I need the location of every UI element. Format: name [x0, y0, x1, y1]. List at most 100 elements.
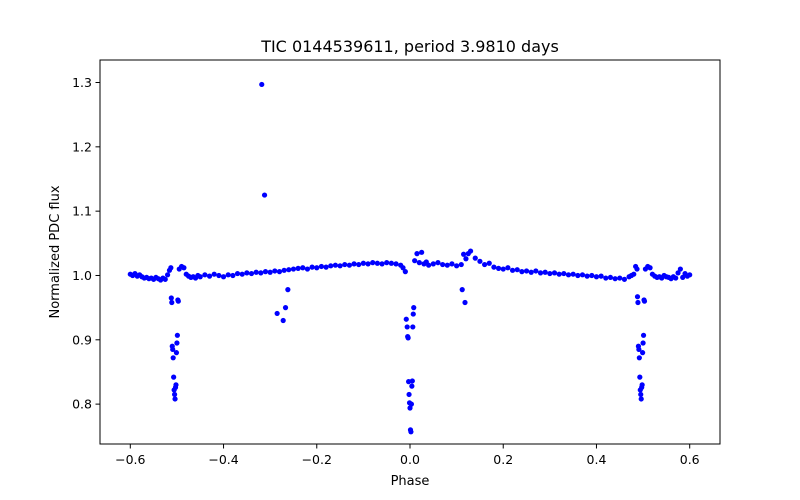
x-tick-label: −0.4	[208, 452, 238, 467]
data-point	[635, 299, 641, 306]
data-point	[216, 272, 222, 279]
data-point	[409, 383, 415, 389]
data-point	[477, 258, 483, 264]
data-point	[468, 248, 474, 254]
y-tick-label: 0.9	[72, 332, 92, 347]
data-point	[412, 258, 418, 264]
data-point	[500, 266, 506, 272]
data-point	[634, 294, 641, 300]
data-point	[542, 269, 548, 275]
data-point	[360, 260, 366, 266]
data-point	[220, 274, 227, 280]
data-point	[171, 391, 178, 398]
data-point	[173, 382, 179, 388]
data-point	[463, 256, 469, 262]
data-point	[281, 267, 287, 273]
data-point	[640, 340, 646, 346]
x-tick-label: −0.6	[115, 452, 145, 467]
data-point	[197, 274, 203, 280]
data-point	[636, 346, 642, 353]
data-point	[523, 268, 530, 274]
data-point	[304, 266, 311, 272]
data-point	[206, 273, 213, 279]
data-point	[174, 340, 180, 346]
data-point	[641, 298, 648, 304]
data-point	[393, 261, 399, 267]
data-point	[636, 355, 642, 361]
data-point	[328, 263, 334, 269]
data-point	[637, 374, 643, 380]
data-point	[575, 272, 581, 279]
x-tick-label: 0.2	[493, 452, 513, 467]
data-point	[248, 270, 255, 277]
data-point	[598, 273, 604, 279]
x-axis-label: Phase	[391, 474, 430, 489]
data-point	[458, 261, 464, 268]
data-point	[621, 276, 628, 282]
data-point	[416, 260, 422, 266]
data-point	[168, 265, 174, 271]
data-point	[561, 270, 567, 277]
data-point	[346, 262, 352, 268]
data-point	[547, 270, 553, 277]
data-point	[405, 335, 411, 341]
data-point	[593, 274, 600, 280]
data-point	[537, 270, 544, 276]
data-point	[481, 261, 488, 268]
data-point	[374, 260, 380, 266]
x-tick-label: 0.6	[680, 452, 700, 467]
data-point	[282, 305, 289, 311]
data-point	[409, 378, 415, 384]
data-point	[261, 192, 268, 198]
data-point	[171, 374, 177, 380]
data-point	[174, 332, 180, 338]
data-point	[677, 266, 683, 272]
data-point	[379, 261, 385, 267]
data-point	[551, 270, 558, 276]
data-point	[408, 429, 414, 435]
data-point	[225, 272, 231, 278]
data-point	[170, 355, 176, 361]
data-point	[162, 276, 168, 282]
data-point	[565, 272, 572, 278]
data-point	[472, 255, 478, 261]
data-point	[332, 262, 339, 268]
data-point	[211, 271, 217, 277]
data-point	[274, 310, 280, 317]
data-point	[461, 251, 467, 257]
x-tick-label: −0.2	[302, 452, 332, 467]
y-axis-ticks: 0.8 0.9 1.0 1.1 1.2 1.3	[72, 75, 100, 412]
data-point	[640, 332, 647, 338]
data-point	[533, 268, 539, 274]
data-point	[402, 269, 408, 275]
y-tick-label: 1.3	[72, 75, 92, 90]
data-point	[170, 346, 176, 353]
data-point	[589, 272, 595, 279]
data-point	[202, 272, 208, 278]
data-point	[495, 265, 502, 271]
data-point	[290, 266, 297, 272]
data-point	[419, 249, 425, 255]
data-point	[584, 273, 590, 279]
data-point	[426, 262, 432, 268]
data-point	[370, 260, 376, 266]
data-point	[411, 305, 417, 311]
y-tick-label: 1.2	[72, 139, 92, 154]
data-point	[638, 391, 644, 398]
data-point	[280, 317, 286, 324]
data-point	[410, 311, 416, 317]
data-point	[384, 260, 390, 266]
data-point	[323, 264, 329, 270]
data-point	[408, 401, 414, 407]
data-point	[244, 270, 250, 276]
data-point	[505, 265, 511, 271]
data-point	[295, 265, 301, 271]
data-point	[673, 275, 679, 281]
data-point	[687, 272, 693, 278]
data-point	[258, 270, 264, 276]
data-point	[640, 350, 646, 356]
data-point	[617, 275, 623, 281]
data-point	[514, 267, 520, 273]
data-point	[309, 264, 315, 270]
